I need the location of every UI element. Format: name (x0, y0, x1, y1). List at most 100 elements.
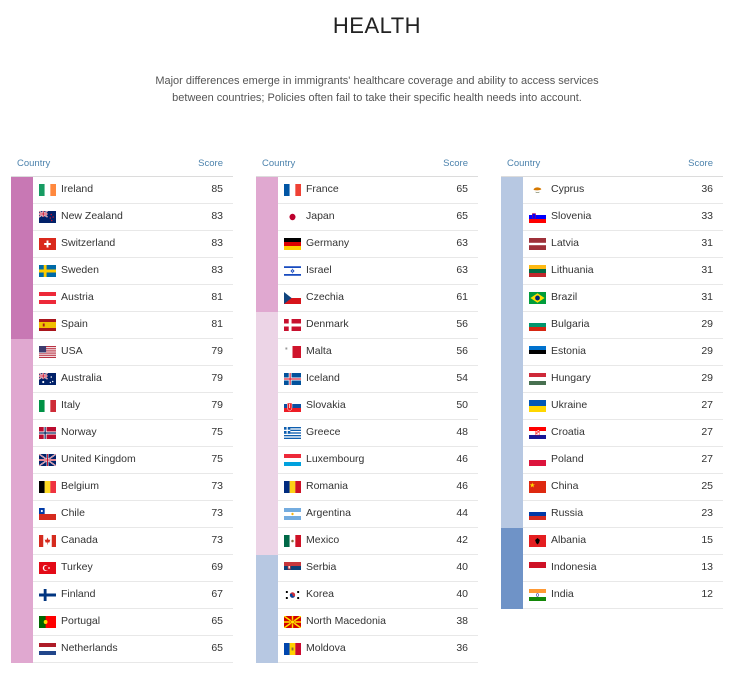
table-row[interactable]: Spain 81 (11, 312, 233, 339)
table-row[interactable]: Greece 48 (256, 420, 478, 447)
country-name: Iceland (306, 372, 340, 384)
table-row[interactable]: Brazil 31 (501, 285, 723, 312)
score-header[interactable]: Score (443, 158, 468, 169)
flag-au-icon (39, 373, 56, 385)
table-row[interactable]: Norway 75 (11, 420, 233, 447)
score-tier-bar (501, 555, 523, 582)
table-row[interactable]: Argentina 44 (256, 501, 478, 528)
table-row[interactable]: Finland 67 (11, 582, 233, 609)
score-tier-bar (501, 501, 523, 528)
table-row[interactable]: India 12 (501, 582, 723, 609)
table-row[interactable]: Netherlands 65 (11, 636, 233, 663)
country-name: China (551, 480, 579, 492)
country-name: Argentina (306, 507, 351, 519)
country-header[interactable]: Country (507, 158, 541, 169)
country-score: 29 (701, 372, 713, 384)
flag-ar-icon (284, 508, 301, 520)
score-tier-bar (256, 258, 278, 285)
table-row[interactable]: North Macedonia 38 (256, 609, 478, 636)
country-name: United Kingdom (61, 453, 136, 465)
table-row[interactable]: Latvia 31 (501, 231, 723, 258)
table-row[interactable]: China 25 (501, 474, 723, 501)
table-row[interactable]: Russia 23 (501, 501, 723, 528)
score-tier-bar (11, 582, 33, 609)
table-row[interactable]: Portugal 65 (11, 609, 233, 636)
country-name: Slovakia (306, 399, 346, 411)
table-row[interactable]: Slovakia 50 (256, 393, 478, 420)
table-row[interactable]: Canada 73 (11, 528, 233, 555)
table-row[interactable]: New Zealand 83 (11, 204, 233, 231)
table-row[interactable]: Hungary 29 (501, 366, 723, 393)
country-score: 83 (211, 210, 223, 222)
table-row[interactable]: Germany 63 (256, 231, 478, 258)
table-row[interactable]: Lithuania 31 (501, 258, 723, 285)
country-name: Cyprus (551, 183, 585, 195)
score-tier-bar (501, 366, 523, 393)
table-row[interactable]: Switzerland 83 (11, 231, 233, 258)
table-row[interactable]: Austria 81 (11, 285, 233, 312)
score-header[interactable]: Score (198, 158, 223, 169)
table-row[interactable]: Moldova 36 (256, 636, 478, 663)
table-row[interactable]: Sweden 83 (11, 258, 233, 285)
table-row[interactable]: Israel 63 (256, 258, 478, 285)
table-row[interactable]: Cyprus 36 (501, 177, 723, 204)
table-row[interactable]: Bulgaria 29 (501, 312, 723, 339)
table-row[interactable]: Denmark 56 (256, 312, 478, 339)
country-score: 29 (701, 318, 713, 330)
country-name: Albania (551, 534, 587, 546)
flag-nl-icon (39, 643, 56, 655)
flag-cn-icon (529, 481, 546, 493)
table-row[interactable]: Japan 65 (256, 204, 478, 231)
table-row[interactable]: France 65 (256, 177, 478, 204)
table-row[interactable]: USA 79 (11, 339, 233, 366)
flag-md-icon (284, 643, 301, 655)
score-tier-bar (11, 636, 33, 663)
table-row[interactable]: United Kingdom 75 (11, 447, 233, 474)
country-score: 54 (456, 372, 468, 384)
score-tier-bar (501, 339, 523, 366)
country-score: 44 (456, 507, 468, 519)
score-tier-bar (256, 555, 278, 582)
table-row[interactable]: Indonesia 13 (501, 555, 723, 582)
country-score: 31 (701, 237, 713, 249)
table-row[interactable]: Romania 46 (256, 474, 478, 501)
table-row[interactable]: Australia 79 (11, 366, 233, 393)
table-row[interactable]: Turkey 69 (11, 555, 233, 582)
country-name: Greece (306, 426, 341, 438)
table-row[interactable]: Poland 27 (501, 447, 723, 474)
table-row[interactable]: Malta 56 (256, 339, 478, 366)
table-row[interactable]: Czechia 61 (256, 285, 478, 312)
score-header[interactable]: Score (688, 158, 713, 169)
table-row[interactable]: Italy 79 (11, 393, 233, 420)
country-header[interactable]: Country (262, 158, 296, 169)
flag-ru-icon (529, 508, 546, 520)
country-name: Slovenia (551, 210, 592, 222)
country-name: Spain (61, 318, 88, 330)
table-row[interactable]: Albania 15 (501, 528, 723, 555)
flag-dk-icon (284, 319, 301, 331)
table-row[interactable]: Serbia 40 (256, 555, 478, 582)
flag-al-icon (529, 535, 546, 547)
flag-jp-icon (284, 211, 301, 223)
country-score: 69 (211, 561, 223, 573)
table-row[interactable]: Croatia 27 (501, 420, 723, 447)
table-row[interactable]: Korea 40 (256, 582, 478, 609)
country-score: 81 (211, 318, 223, 330)
country-name: Switzerland (61, 237, 116, 249)
flag-ie-icon (39, 184, 56, 196)
country-score: 25 (701, 480, 713, 492)
country-score: 85 (211, 183, 223, 195)
table-row[interactable]: Iceland 54 (256, 366, 478, 393)
score-tier-bar (11, 393, 33, 420)
table-row[interactable]: Ukraine 27 (501, 393, 723, 420)
country-name: North Macedonia (306, 615, 386, 627)
country-score: 36 (701, 183, 713, 195)
table-row[interactable]: Chile 73 (11, 501, 233, 528)
table-row[interactable]: Belgium 73 (11, 474, 233, 501)
country-header[interactable]: Country (17, 158, 51, 169)
table-row[interactable]: Ireland 85 (11, 177, 233, 204)
table-row[interactable]: Luxembourg 46 (256, 447, 478, 474)
table-row[interactable]: Estonia 29 (501, 339, 723, 366)
table-row[interactable]: Slovenia 33 (501, 204, 723, 231)
table-row[interactable]: Mexico 42 (256, 528, 478, 555)
